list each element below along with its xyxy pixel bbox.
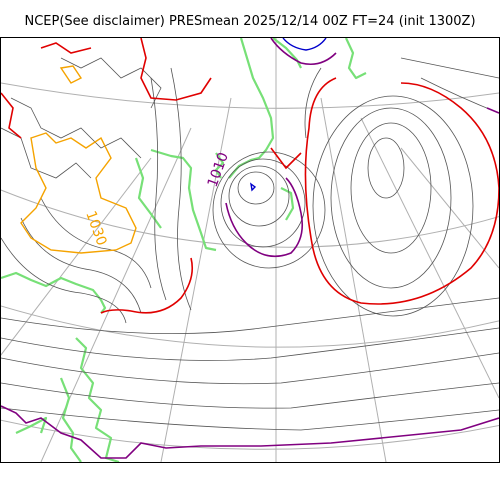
latitude-line — [1, 419, 499, 450]
isobar — [304, 67, 322, 139]
isobar — [1, 327, 499, 361]
latitude-line — [1, 305, 499, 348]
map-title: NCEP(See disclaimer) PRESmean 2025/12/14… — [24, 14, 476, 29]
isobar-red — [1, 92, 22, 139]
isobar-red — [304, 77, 499, 305]
isobar — [350, 122, 432, 254]
longitude-line — [360, 117, 499, 399]
purple-isobars — [1, 38, 499, 459]
isobar-red — [270, 147, 302, 170]
contour-label-1010: 1010 — [205, 150, 232, 189]
isobar-red — [100, 257, 194, 314]
coastline — [280, 187, 295, 221]
coastline — [150, 148, 217, 252]
isobar — [237, 171, 275, 205]
longitude-line — [1, 157, 152, 356]
isobar — [330, 107, 452, 289]
isobar — [1, 352, 499, 385]
isobar-purple — [270, 38, 337, 66]
isobar — [212, 151, 326, 269]
longitude-line — [320, 97, 387, 462]
isobar — [220, 158, 306, 248]
coastline — [345, 38, 367, 80]
coastline — [75, 337, 120, 462]
isobar — [1, 407, 499, 431]
contour-label-1030: 1030 — [82, 209, 109, 248]
isobar — [60, 57, 162, 109]
isobar-red — [140, 38, 212, 101]
isobar-blue — [282, 38, 327, 51]
latitude-line — [1, 189, 499, 248]
isobar — [20, 217, 142, 314]
isobar — [1, 127, 92, 179]
longitude-line — [40, 127, 192, 462]
isobar — [400, 57, 499, 79]
isobar — [1, 237, 127, 324]
isobar — [228, 165, 290, 227]
coastline — [272, 38, 302, 69]
pressure-map[interactable]: 1030 1010 — [0, 37, 500, 463]
orange-isobars — [20, 65, 137, 254]
longitude-line — [400, 147, 499, 269]
isobar-red — [40, 42, 92, 54]
red-isobars — [1, 38, 499, 314]
isobar — [1, 382, 499, 409]
isobars — [1, 57, 499, 431]
coastline — [134, 157, 162, 229]
graticule — [1, 38, 499, 462]
coastline — [59, 377, 82, 462]
isobar — [150, 77, 167, 301]
blue-isobars — [250, 38, 327, 192]
coastline — [1, 271, 107, 314]
isobar-orange — [20, 132, 137, 254]
coastline — [214, 152, 225, 179]
isobar-blue — [250, 182, 257, 192]
isobar — [10, 97, 142, 159]
isobar — [170, 67, 192, 311]
isobar — [1, 297, 499, 335]
isobar-orange — [59, 65, 83, 84]
isobar — [312, 95, 474, 317]
latitude-line — [1, 82, 499, 109]
isobar — [40, 197, 152, 289]
coastline — [15, 416, 48, 434]
isobar-purple — [225, 177, 304, 258]
isobar-purple — [1, 405, 499, 459]
isobar-purple — [486, 107, 499, 114]
isobar — [367, 137, 405, 199]
